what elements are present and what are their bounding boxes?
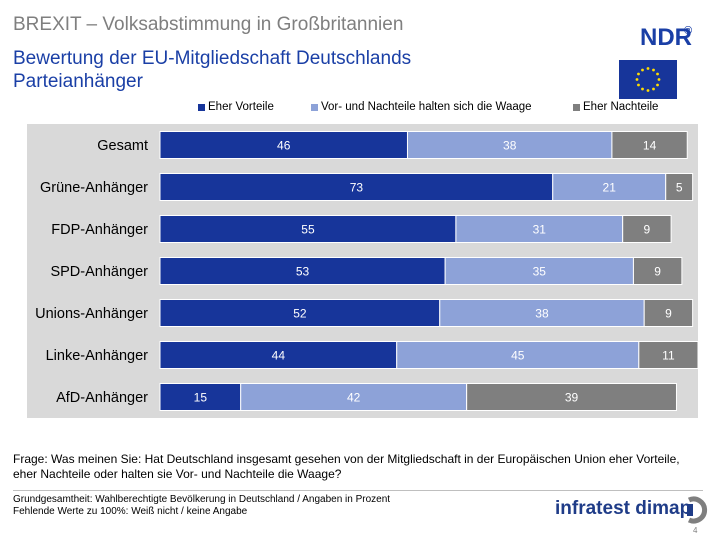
bar-segment <box>159 257 446 285</box>
eu-star <box>637 83 640 87</box>
category-label: AfD-Anhänger <box>56 390 148 406</box>
eu-star <box>656 72 659 76</box>
eu-star <box>657 78 661 81</box>
legend-item-vorteile: Eher Vorteile <box>198 101 274 113</box>
bar-segment <box>622 215 672 243</box>
bar-segment <box>552 173 667 201</box>
ndr-logo-mark: ® <box>684 25 692 37</box>
page-number: 4 <box>693 526 698 535</box>
eu-star <box>652 68 655 72</box>
data-label: 9 <box>665 307 672 321</box>
basis-line-2: Fehlende Werte zu 100%: Weiß nicht / kei… <box>13 506 248 517</box>
data-label: 31 <box>533 223 547 237</box>
legend-label: Eher Vorteile <box>208 101 274 113</box>
legend-label: Eher Nachteile <box>583 101 659 113</box>
eu-star <box>641 87 644 91</box>
legend-swatch <box>311 103 318 111</box>
data-label: 45 <box>511 349 525 363</box>
bar-segment <box>406 131 613 159</box>
bar-segment <box>159 215 457 243</box>
legend-item-waage: Vor- und Nachteile halten sich die Waage <box>311 101 532 113</box>
slide-subtitle: Bewertung der EU-Mitgliedschaft Deutschl… <box>13 47 411 93</box>
category-label: Unions-Anhänger <box>35 306 148 322</box>
bar-segment <box>159 383 242 411</box>
stacked-bar-chart: Gesamt 46 38 14 Grüne-Anhänger 73 21 5 FDP-Anhän… <box>27 124 699 418</box>
data-label: 5 <box>676 181 683 195</box>
legend-item-nachteile: Eher Nachteile <box>573 101 658 113</box>
data-label: 39 <box>565 391 579 405</box>
bar-segment <box>643 299 694 327</box>
bar-segment <box>159 173 554 201</box>
basis-line-1: Grundgesamtheit: Wahlberechtigte Bevölke… <box>13 494 391 505</box>
data-label: 55 <box>301 223 315 237</box>
dimap-mark-icon <box>687 496 708 524</box>
data-label: 9 <box>644 223 651 237</box>
slide-title: BREXIT – Volksabstimmung in Großbritanni… <box>13 14 404 35</box>
data-label: 15 <box>194 391 208 405</box>
category-label: Grüne-Anhänger <box>40 180 148 196</box>
legend-swatch <box>198 103 205 111</box>
bar-segment <box>632 257 683 285</box>
subtitle-line-2: Parteianhänger <box>13 71 143 92</box>
category-label: Linke-Anhänger <box>46 348 149 364</box>
category-label: Gesamt <box>97 138 148 154</box>
eu-star <box>646 89 650 92</box>
data-label: 44 <box>272 349 286 363</box>
data-label: 21 <box>603 181 617 195</box>
ndr-logo-text: NDR <box>640 24 692 51</box>
infratest-dimap-logo: infratest dimap <box>555 498 692 519</box>
survey-question: Frage: Was meinen Sie: Hat Deutschland i… <box>13 452 680 481</box>
ndr-eu-logo: NDR ® <box>619 24 692 99</box>
bar-segment <box>665 173 694 201</box>
eu-stars-icon <box>635 67 661 92</box>
legend-swatch <box>573 103 580 111</box>
bar-segment <box>240 383 468 411</box>
legend-label: Vor- und Nachteile halten sich die Waage <box>321 101 532 113</box>
bar-segment <box>466 383 677 411</box>
bar-segment <box>439 299 645 327</box>
category-label: FDP-Anhänger <box>51 222 148 238</box>
eu-flag-icon <box>619 60 677 99</box>
data-label: 46 <box>277 139 291 153</box>
data-label: 53 <box>296 265 310 279</box>
data-label: 11 <box>662 349 675 363</box>
bar-segment <box>159 299 441 327</box>
methodology-note: Grundgesamtheit: Wahlberechtigte Bevölke… <box>13 494 390 518</box>
bar-segment <box>638 341 699 369</box>
bar-segment <box>455 215 624 243</box>
data-label: 14 <box>643 139 657 153</box>
category-label: SPD-Anhänger <box>50 264 148 280</box>
eu-star <box>635 78 639 81</box>
bar-segment <box>159 131 408 159</box>
eu-star <box>637 72 640 76</box>
bar-segment <box>611 131 688 159</box>
eu-star <box>641 68 644 72</box>
data-label: 52 <box>293 307 307 321</box>
footer-divider <box>13 490 703 491</box>
bar-segment <box>396 341 640 369</box>
eu-star <box>652 87 655 91</box>
bar-segment <box>444 257 634 285</box>
data-label: 9 <box>654 265 661 279</box>
data-label: 38 <box>503 139 517 153</box>
eu-star <box>646 67 650 70</box>
data-label: 73 <box>350 181 364 195</box>
data-label: 35 <box>533 265 547 279</box>
data-label: 42 <box>347 391 361 405</box>
eu-star <box>656 83 659 87</box>
data-label: 38 <box>535 307 549 321</box>
subtitle-line-1: Bewertung der EU-Mitgliedschaft Deutschl… <box>13 48 412 69</box>
